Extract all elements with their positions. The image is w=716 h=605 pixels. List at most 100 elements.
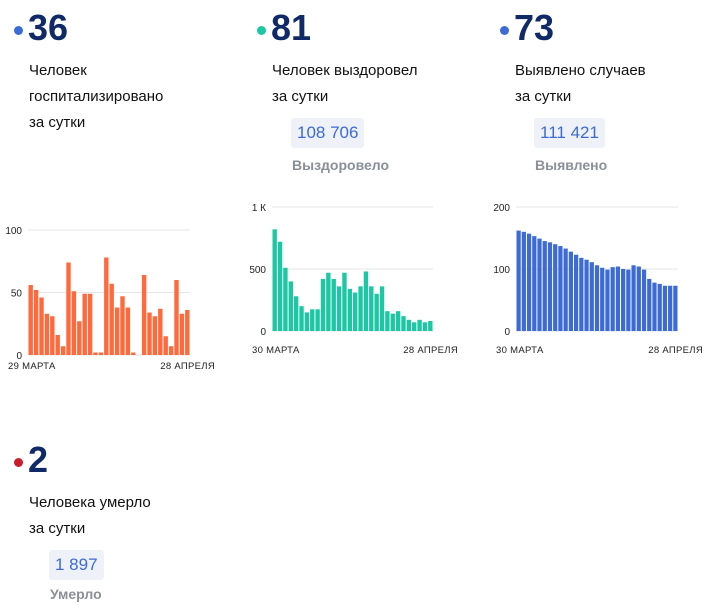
bar	[39, 297, 44, 355]
bar	[60, 346, 66, 355]
deaths-card: 2 Человека умерло за сутки 1 897 Умерло	[14, 442, 214, 602]
bar	[304, 312, 310, 331]
cases-chart: 0 100 200 30 МАРТА 28 АПРЕЛЯ	[493, 203, 702, 356]
description-line: Человек выздоровел	[272, 62, 418, 79]
bar	[547, 242, 553, 331]
bar	[532, 236, 537, 331]
bar	[293, 296, 299, 331]
bar	[163, 336, 168, 355]
recovered-description: Человек выздоровел за сутки	[272, 58, 442, 110]
bar	[71, 291, 77, 355]
bar	[662, 285, 668, 331]
y-tick-label: 0	[260, 327, 266, 338]
y-tick-label: 100	[493, 265, 510, 276]
description-line: Человек	[29, 62, 87, 79]
bar	[652, 282, 657, 331]
deaths-total-badge: 1 897	[49, 550, 104, 580]
bar	[363, 271, 369, 331]
bar	[120, 296, 125, 355]
description-line: за сутки	[272, 88, 329, 105]
cases-description: Выявлено случаев за сутки	[515, 58, 685, 110]
bar	[563, 248, 568, 331]
status-dot	[500, 26, 509, 35]
bar	[168, 346, 174, 355]
bar	[131, 352, 136, 355]
y-tick-label: 500	[249, 265, 266, 276]
bar	[390, 313, 395, 331]
y-tick-label: 100	[5, 226, 22, 237]
bar	[385, 311, 390, 331]
bar	[109, 283, 114, 355]
bar	[320, 278, 326, 331]
bar	[553, 244, 558, 331]
bar	[141, 275, 147, 355]
bar	[125, 307, 131, 355]
hospitalized-description: Человек госпитализировано за сутки	[29, 58, 199, 136]
description-line: Человека умерло	[29, 494, 151, 511]
deaths-description: Человека умерло за сутки	[29, 490, 199, 542]
bar	[55, 335, 60, 355]
y-tick-label: 200	[493, 203, 510, 214]
bar	[104, 257, 109, 355]
bar	[379, 286, 385, 331]
recovered-chart: 0 500 1 К 30 МАРТА 28 АПРЕЛЯ	[249, 203, 458, 356]
bar	[147, 312, 152, 355]
bar	[326, 272, 331, 331]
bar	[579, 257, 584, 331]
bar	[417, 319, 422, 331]
bar	[33, 290, 39, 355]
bar	[299, 306, 304, 331]
bar	[77, 321, 82, 355]
bar	[283, 267, 288, 331]
deaths-count: 2	[28, 439, 49, 480]
bar	[673, 285, 678, 331]
bar	[428, 320, 433, 331]
bar	[626, 269, 631, 331]
bar	[310, 309, 315, 331]
bar	[641, 269, 647, 331]
bar	[331, 278, 336, 331]
bar	[174, 280, 179, 355]
bar	[516, 230, 521, 331]
bar	[152, 316, 158, 355]
bar	[272, 229, 277, 331]
bar	[93, 352, 98, 355]
recovered-card: 81 Человек выздоровел за сутки 108 706 В…	[257, 10, 457, 180]
bar	[114, 307, 120, 355]
bar	[28, 285, 33, 355]
bar	[401, 316, 406, 331]
description-line: за сутки	[515, 88, 572, 105]
bar	[347, 288, 352, 331]
bar	[66, 262, 71, 355]
recovered-total-badge: 108 706	[291, 118, 365, 148]
x-end-label: 28 АПРЕЛЯ	[160, 361, 215, 372]
bar	[558, 246, 563, 331]
bar	[605, 269, 610, 331]
hospitalized-count: 36	[28, 7, 69, 48]
y-tick-label: 0	[504, 327, 510, 338]
y-tick-label: 1 К	[252, 203, 266, 214]
x-start-label: 30 МАРТА	[496, 345, 544, 356]
x-start-label: 29 МАРТА	[8, 361, 56, 372]
bar	[374, 293, 379, 331]
bar	[568, 251, 573, 331]
bar	[336, 286, 342, 331]
bar	[610, 267, 615, 331]
bar	[277, 241, 283, 331]
cases-count: 73	[514, 7, 555, 48]
bar	[542, 241, 547, 331]
x-start-label: 30 МАРТА	[252, 345, 300, 356]
status-dot	[14, 458, 23, 467]
recovered-total-label: Выздоровело	[292, 157, 390, 173]
x-end-label: 28 АПРЕЛЯ	[403, 345, 458, 356]
recovered-count: 81	[271, 7, 312, 48]
bar	[647, 278, 652, 331]
description-line: за сутки	[29, 520, 86, 537]
bar	[315, 309, 320, 331]
hospitalized-card: 36 Человек госпитализировано за сутки	[14, 7, 214, 131]
bar	[395, 311, 401, 331]
bar	[369, 286, 374, 331]
bar	[353, 292, 358, 331]
cases-card: 73 Выявлено случаев за сутки 111 421 Выя…	[500, 10, 700, 180]
bar	[179, 313, 185, 355]
